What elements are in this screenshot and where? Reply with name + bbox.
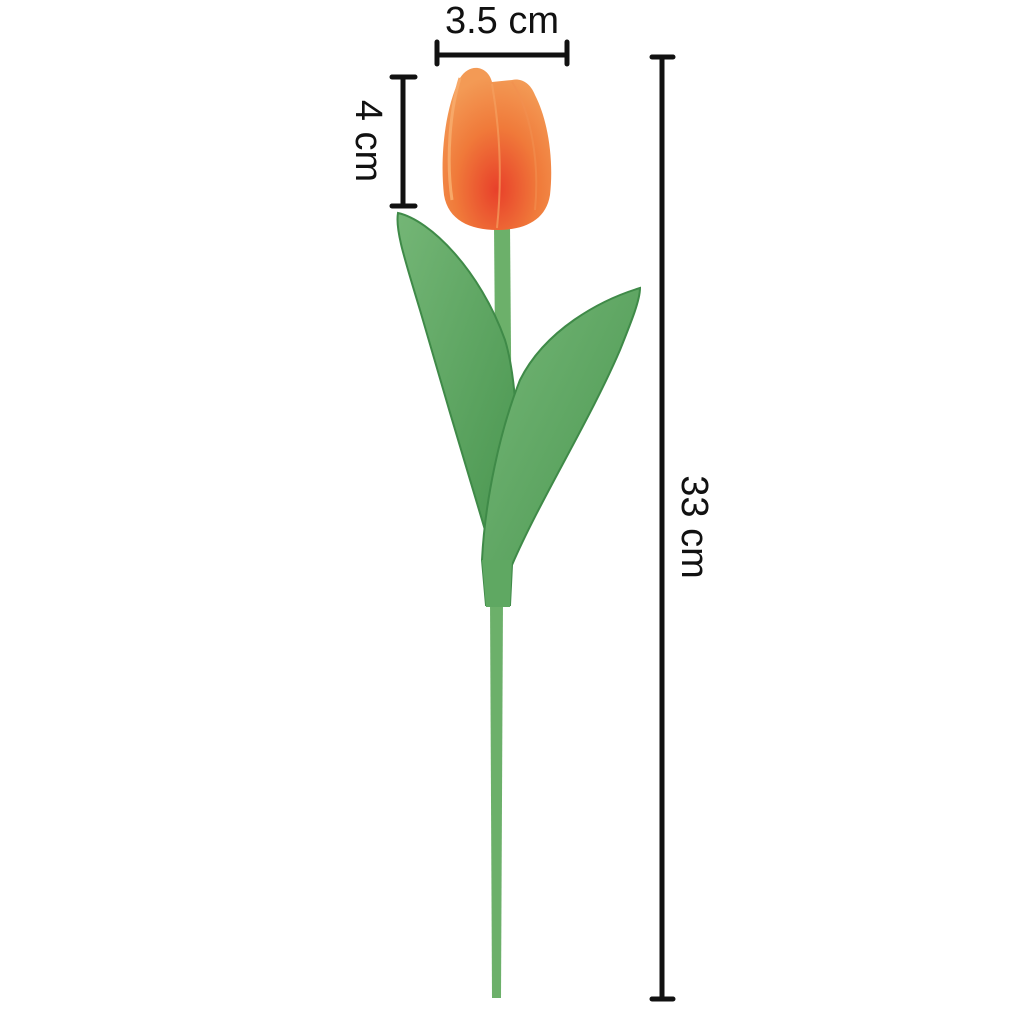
total-length-measure-line: [649, 54, 676, 1002]
petal-seam: [511, 81, 538, 211]
total-length-label: 33 cm: [673, 475, 715, 578]
head-height-measure-line: [389, 74, 418, 209]
width-label: 3.5 cm: [445, 0, 559, 42]
petal-edge: [447, 77, 462, 201]
lower-stem: [490, 600, 503, 998]
leaf-sheath: [482, 560, 512, 607]
petal-seam: [491, 83, 501, 229]
head-height-label: 4 cm: [347, 100, 389, 182]
width-measure-line: [434, 39, 570, 67]
